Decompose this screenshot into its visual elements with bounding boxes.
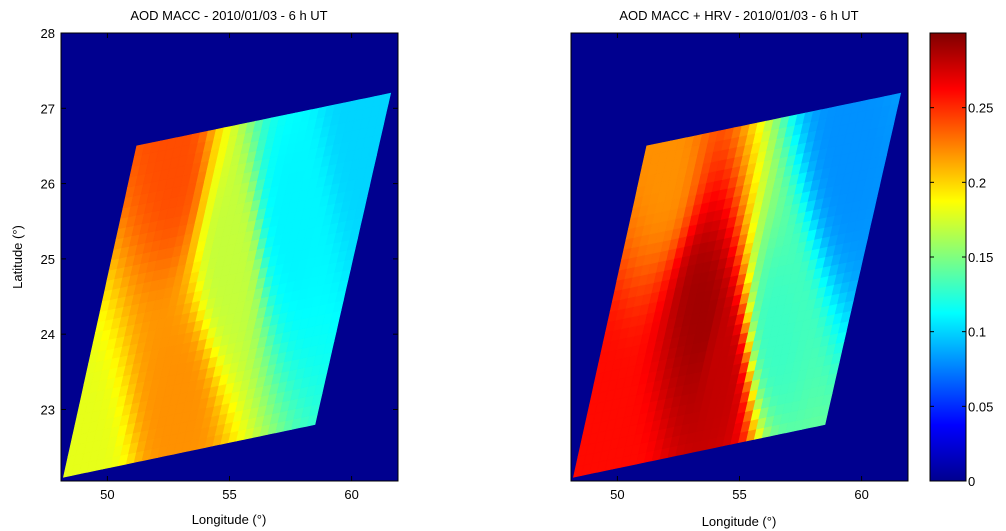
x-tick-label: 60 xyxy=(854,487,868,502)
x-tick-label: 55 xyxy=(732,487,746,502)
heatmap-2 xyxy=(573,92,902,478)
chart-title-2: AOD MACC + HRV - 2010/01/03 - 6 h UT xyxy=(619,8,858,23)
ticks-2: 50 55 60 xyxy=(610,33,869,502)
colorbar-ticks: 0 0.05 0.1 0.15 0.2 0.25 xyxy=(930,101,993,489)
y-axis-label-1: Latitude (°) xyxy=(10,225,25,289)
x-tick-label: 55 xyxy=(222,487,236,502)
heatmap-cell xyxy=(380,92,392,106)
y-tick-label: 25 xyxy=(41,252,55,267)
colorbar-tick-label: 0.15 xyxy=(968,250,993,265)
y-tick-label: 27 xyxy=(41,101,55,116)
colorbar-tick-label: 0.25 xyxy=(968,101,993,116)
y-tick-label: 26 xyxy=(41,177,55,192)
colorbar-tick-label: 0 xyxy=(968,474,975,489)
colorbar xyxy=(929,32,967,482)
heatmap-1 xyxy=(63,92,392,478)
heatmap-cell xyxy=(890,92,902,106)
colorbar-tick-label: 0.2 xyxy=(968,175,986,190)
x-tick-label: 50 xyxy=(610,487,624,502)
x-axis-label-1: Longitude (°) xyxy=(192,512,267,527)
ticks-1: 50 55 60 23 24 25 26 27 28 xyxy=(41,26,398,502)
x-tick-label: 60 xyxy=(344,487,358,502)
y-tick-label: 28 xyxy=(41,26,55,41)
y-tick-label: 24 xyxy=(41,327,55,342)
x-axis-label-2: Longitude (°) xyxy=(702,514,777,529)
chart-title-1: AOD MACC - 2010/01/03 - 6 h UT xyxy=(130,8,327,23)
colorbar-tick-label: 0.05 xyxy=(968,399,993,414)
y-tick-label: 23 xyxy=(41,402,55,417)
x-tick-label: 50 xyxy=(100,487,114,502)
colorbar-tick-label: 0.1 xyxy=(968,325,986,340)
